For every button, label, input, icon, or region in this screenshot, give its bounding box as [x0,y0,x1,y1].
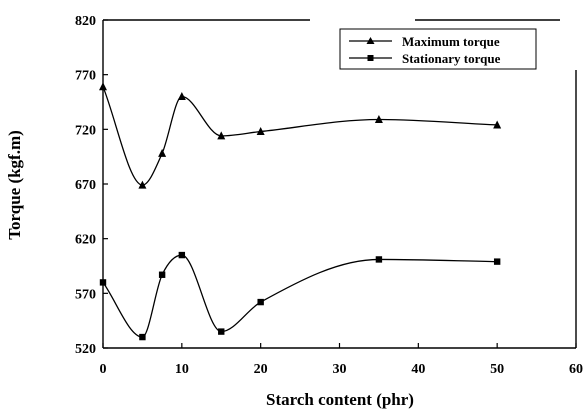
series-line-stationary-torque [102,254,498,338]
data-point-square [257,298,264,306]
data-point-square [99,279,107,286]
x-tick-label: 20 [254,362,268,377]
data-point-triangle [256,127,265,136]
y-tick-label: 670 [75,178,96,193]
series-layer [99,82,502,341]
x-tick-label: 30 [333,362,347,377]
legend-label-maximum-torque: Maximum torque [402,34,500,49]
data-point-triangle [99,82,107,91]
x-tick-label: 50 [490,362,504,377]
y-tick-label: 620 [75,233,96,248]
series-maximum-torque [99,82,502,189]
y-tick-label: 720 [75,123,96,138]
y-tick-label: 570 [75,287,96,302]
series-stationary-torque [99,251,501,341]
y-axis-title: Torque (kgf.m) [5,130,24,240]
legend-label-stationary-torque: Stationary torque [402,51,501,66]
data-point-triangle [374,114,383,123]
y-tick-label: 770 [75,69,96,84]
data-point-square [375,256,383,263]
data-point-square [218,328,225,335]
data-point-triangle [217,131,226,140]
data-point-square [158,271,166,278]
y-axis-ticks: 520 570 620 670 720 770 820 [75,14,108,357]
data-point-triangle [493,120,502,129]
legend-triangle-marker [366,37,375,44]
legend-box [339,28,537,70]
data-point-square [493,258,501,265]
x-axis-title: Starch content (phr) [266,390,414,409]
x-tick-label: 40 [411,362,425,377]
y-tick-label: 520 [75,342,96,357]
data-point-square [139,333,146,341]
data-point-triangle [177,92,186,101]
x-axis-ticks: 0 10 20 30 40 50 60 [100,343,583,377]
legend: Maximum torque Stationary torque [339,28,537,70]
x-tick-label: 10 [175,362,189,377]
data-point-triangle [138,180,147,189]
data-point-square [178,251,186,259]
series-line-maximum-torque [102,86,498,186]
x-tick-label: 60 [569,362,583,377]
x-tick-label: 0 [100,362,107,377]
y-tick-label: 820 [75,14,96,29]
data-point-triangle [158,148,167,157]
legend-square-marker [367,55,374,61]
